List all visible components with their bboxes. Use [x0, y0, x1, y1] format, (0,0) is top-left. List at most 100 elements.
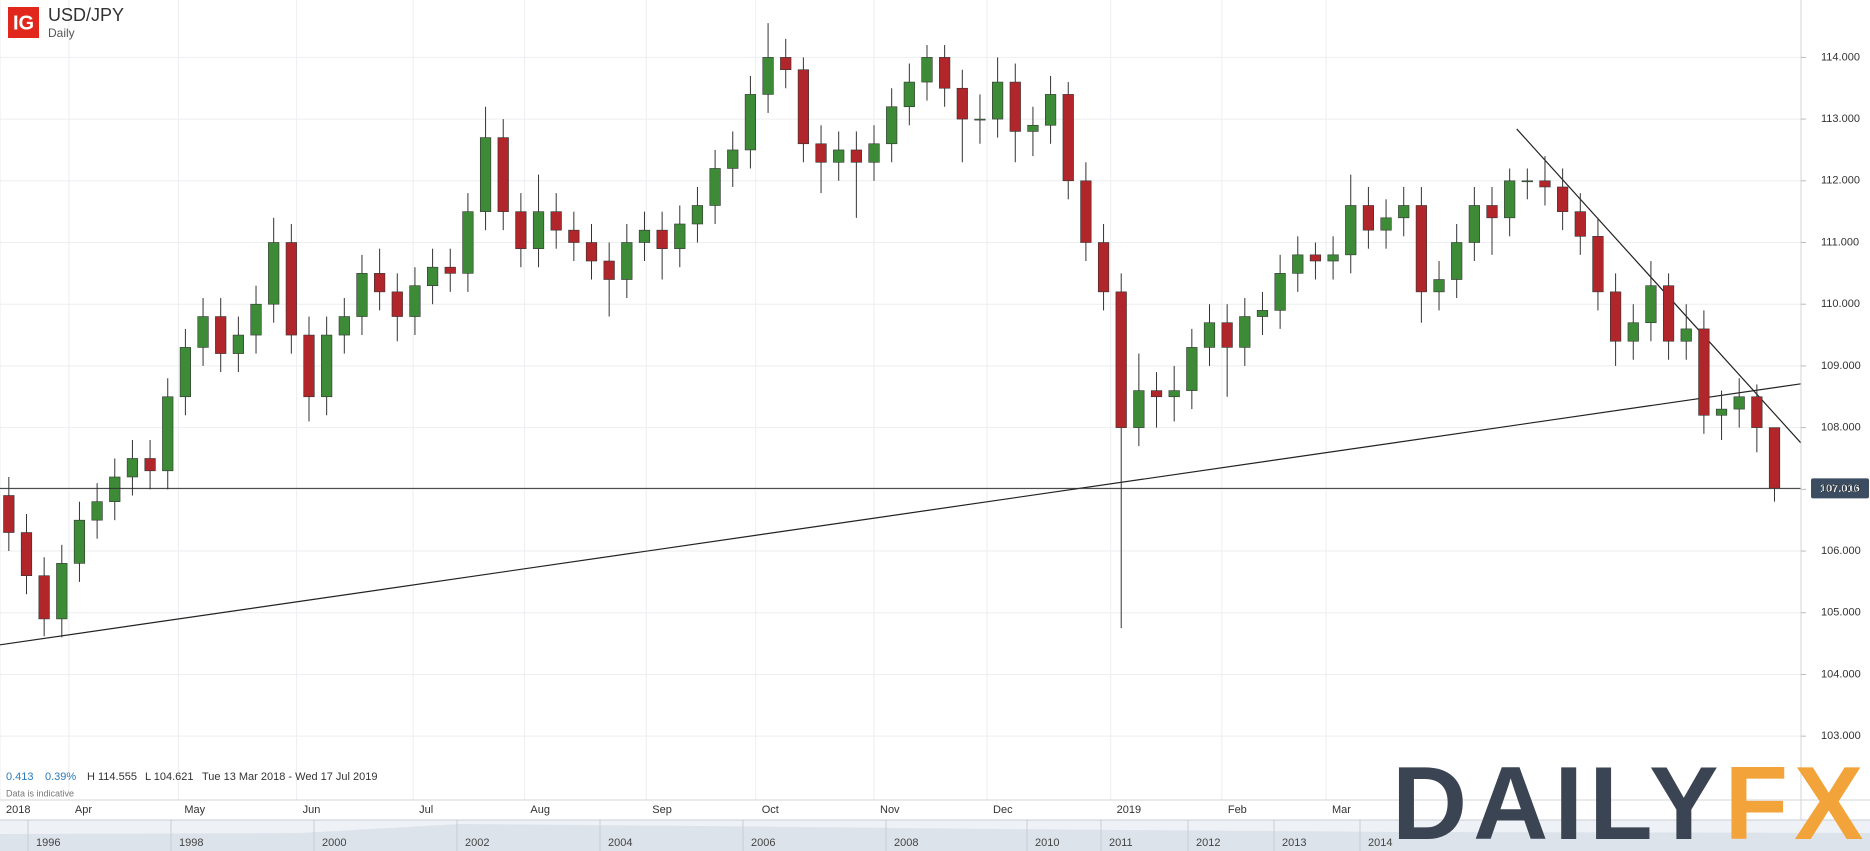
axes: 103.000 104.000 105.000 106.000 107.000 108.0… — [0, 0, 1870, 820]
symbol: USD/JPY — [48, 5, 124, 25]
candle-body — [515, 211, 527, 249]
candle-body — [1044, 94, 1057, 126]
candle-body — [1380, 217, 1392, 231]
candle-body — [833, 149, 845, 163]
x-tick-label: Jul — [419, 804, 433, 816]
candle-body — [1168, 390, 1180, 398]
candle-body — [1662, 285, 1675, 342]
candle-body — [1062, 94, 1074, 182]
candle-body — [1627, 322, 1639, 342]
candle-body — [73, 519, 86, 564]
candle-body — [56, 563, 68, 620]
y-tick-label: 106.000 — [1821, 545, 1861, 557]
candle-body — [1150, 390, 1163, 398]
brand-daily: DAILY — [1392, 746, 1724, 851]
candle-body — [939, 57, 951, 89]
candle-body — [532, 211, 545, 249]
candle-body — [38, 575, 50, 620]
candle-body — [638, 229, 651, 243]
candle-body — [903, 81, 915, 108]
navigator-year: 2011 — [1109, 837, 1133, 849]
candle-body — [1080, 180, 1092, 243]
candle-body — [1097, 242, 1110, 293]
candle-body — [144, 458, 156, 472]
candle-body — [1486, 205, 1498, 219]
trendline — [1516, 128, 1801, 444]
navigator-year: 2004 — [608, 837, 632, 849]
candle-body — [1610, 291, 1622, 342]
x-tick-label: 2019 — [1117, 804, 1141, 816]
candle-body — [886, 106, 898, 145]
candle-body — [674, 223, 686, 249]
candle-body — [462, 211, 474, 274]
navigator-year: 2014 — [1368, 837, 1392, 849]
candle-body — [1362, 205, 1375, 231]
y-tick-label: 105.000 — [1821, 607, 1861, 619]
candle-body — [497, 137, 509, 212]
x-tick-label: Sep — [652, 804, 672, 816]
ig-logo — [8, 7, 39, 38]
candle-body — [250, 303, 262, 336]
candle-body — [974, 118, 986, 121]
candle-body — [1415, 205, 1427, 293]
candle-body — [1451, 242, 1463, 280]
y-tick-label: 114.000 — [1821, 51, 1860, 63]
y-tick-label: 112.000 — [1821, 175, 1860, 187]
candle-body — [850, 149, 862, 163]
y-tick-label: 108.000 — [1821, 422, 1861, 434]
candle-body — [744, 94, 757, 151]
y-tick-label: 104.000 — [1821, 668, 1861, 680]
candle-body — [727, 149, 739, 169]
price-label: 107.016 — [1820, 483, 1860, 495]
candle-body — [374, 273, 386, 293]
x-tick-label: Apr — [75, 804, 92, 816]
x-tick-label: Nov — [880, 804, 900, 816]
y-tick-label: 113.000 — [1821, 113, 1860, 125]
x-tick-label: 2018 — [6, 804, 30, 816]
candle-body — [479, 137, 492, 212]
navigator-labels: 1996 1998 2000 2002 2004 2006 2008 2010 2011 2012… — [27, 820, 1392, 851]
candles: 107.016 — [0, 23, 1869, 638]
navigator-year: 2008 — [894, 837, 918, 849]
navigator-year: 2013 — [1282, 837, 1306, 849]
candle-body — [550, 211, 562, 231]
candle-body — [179, 347, 191, 398]
navigator-year: 2010 — [1035, 837, 1059, 849]
candle-body — [1698, 328, 1710, 416]
candle-body — [3, 495, 15, 533]
candle-body — [621, 242, 633, 280]
candle-body — [1521, 180, 1533, 183]
navigator-year: 1998 — [179, 837, 203, 849]
candle-body — [709, 168, 721, 206]
navigator-year: 2002 — [465, 837, 489, 849]
candle-body — [1115, 291, 1127, 428]
brand-fx: FX — [1724, 746, 1869, 851]
candle-body — [1733, 396, 1745, 410]
trendline — [0, 383, 1801, 646]
candle-body — [568, 229, 580, 243]
navigator-year: 2006 — [751, 837, 775, 849]
candle-body — [603, 260, 615, 280]
ig-logo-text: IG — [13, 12, 34, 34]
candle-body — [1327, 254, 1339, 262]
candle-body — [303, 334, 315, 398]
candle-body — [815, 143, 827, 163]
candle-body — [1468, 205, 1480, 243]
candle-body — [992, 81, 1004, 120]
y-tick-label: 109.000 — [1821, 360, 1861, 372]
candle-body — [1133, 390, 1145, 428]
candle-body — [1680, 328, 1692, 342]
candle-body — [338, 316, 350, 336]
candle-body — [1309, 254, 1322, 262]
candle-body — [1203, 322, 1216, 348]
y-tick-label: 107.000 — [1821, 483, 1861, 495]
candle-body — [444, 266, 456, 274]
low: L 104.621 — [145, 771, 194, 783]
candle-body — [162, 396, 174, 472]
candle-body — [409, 285, 421, 317]
candle-body — [1592, 236, 1604, 293]
candle-body — [1539, 180, 1551, 188]
candle-body — [1186, 347, 1198, 391]
candle-body — [656, 229, 668, 249]
candle-body — [797, 69, 809, 145]
